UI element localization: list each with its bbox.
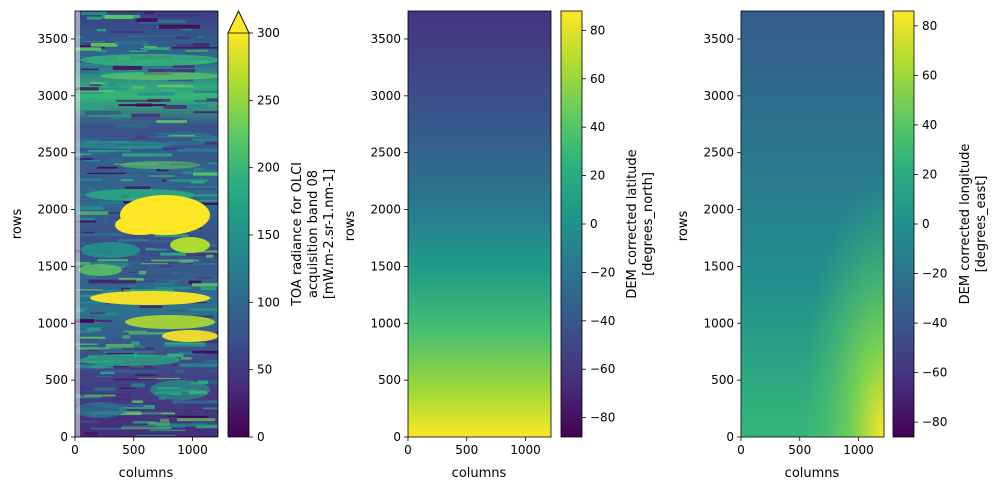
colorbar-tick-label: 0	[257, 430, 265, 444]
colorbar-tick-label: 80	[590, 23, 605, 37]
colorbar-tick-label: 250	[257, 93, 280, 107]
y-tick-label: 500	[45, 373, 68, 387]
longitude-colorbar-label-1: DEM corrected longitude	[958, 144, 973, 305]
x-tick-label: 0	[404, 443, 412, 457]
colorbar-tick-label: −20	[922, 267, 947, 281]
y-tick-label: 500	[711, 373, 734, 387]
y-tick-label: 1500	[370, 259, 401, 273]
longitude-ylabel: rows	[676, 211, 691, 242]
colorbar-tick-label: 150	[257, 228, 280, 242]
colorbar-tick-label: 40	[590, 120, 605, 134]
x-tick-label: 1000	[843, 443, 874, 457]
colorbar-tick-label: 20	[922, 167, 937, 181]
colorbar-tick-label: 0	[590, 217, 598, 231]
colorbar-tick-label: 80	[922, 19, 937, 33]
panel-latitude: 0 500 1000 0 500 1000 1500 2000 2500 3000 3500 col…	[343, 10, 656, 481]
y-tick-label: 0	[393, 430, 401, 444]
radiance-axes: 0 500 1000 0 500 1000 1500 2000 2500 3000 3500	[37, 32, 207, 457]
y-tick-label: 2000	[703, 203, 734, 217]
y-tick-label: 3000	[703, 89, 734, 103]
latitude-ylabel: rows	[343, 211, 358, 242]
colorbar-tick-label: −60	[922, 366, 947, 380]
longitude-image	[741, 11, 884, 437]
colorbar-tick-label: −60	[590, 362, 615, 376]
radiance-colorbar: 0 50 100 150 200 250 300 TOA radiance for OLCI…	[227, 10, 337, 444]
y-tick-label: 1000	[703, 316, 734, 330]
y-tick-label: 3500	[703, 32, 734, 46]
longitude-xlabel: columns	[785, 466, 840, 481]
x-tick-label: 500	[122, 443, 145, 457]
x-tick-label: 0	[737, 443, 745, 457]
radiance-xlabel: columns	[119, 466, 174, 481]
latitude-colorbar-label-1: DEM corrected latitude	[625, 149, 640, 298]
x-tick-label: 500	[788, 443, 811, 457]
y-tick-label: 1000	[37, 316, 68, 330]
latitude-colorbar: −80 −60 −40 −20 0 20 40 60 80 DEM corrected lati…	[560, 10, 656, 438]
longitude-axes: 0 500 1000 0 500 1000 1500 2000 2500 3000 3500	[703, 32, 873, 457]
colorbar-tick-label: 300	[257, 26, 280, 40]
y-tick-label: 0	[60, 430, 68, 444]
y-tick-label: 2000	[370, 203, 401, 217]
x-tick-label: 1000	[510, 443, 541, 457]
x-tick-label: 0	[71, 443, 79, 457]
colorbar-tick-label: −80	[922, 415, 947, 429]
y-tick-label: 2000	[37, 203, 68, 217]
y-tick-label: 1000	[370, 316, 401, 330]
x-tick-label: 500	[455, 443, 478, 457]
y-tick-label: 0	[726, 430, 734, 444]
y-tick-label: 1500	[37, 259, 68, 273]
latitude-axes: 0 500 1000 0 500 1000 1500 2000 2500 3000 3500	[370, 32, 540, 457]
y-tick-label: 1500	[703, 259, 734, 273]
y-tick-label: 2500	[370, 146, 401, 160]
latitude-xlabel: columns	[452, 466, 507, 481]
colorbar-tick-label: 50	[257, 363, 272, 377]
colorbar-tick-label: 20	[590, 169, 605, 183]
colorbar-tick-label: −40	[922, 316, 947, 330]
y-tick-label: 2500	[703, 146, 734, 160]
colorbar-tick-label: −40	[590, 314, 615, 328]
latitude-image	[408, 11, 551, 437]
radiance-colorbar-label-2: acquisition band 08	[306, 170, 321, 298]
radiance-ylabel: rows	[10, 209, 25, 240]
radiance-colorbar-label-3: [mW.m-2.sr-1.nm-1]	[322, 169, 337, 299]
longitude-colorbar-label-2: [degrees_east]	[974, 176, 989, 273]
y-tick-label: 3000	[37, 89, 68, 103]
radiance-colorbar-label-1: TOA radiance for OLCI	[290, 162, 305, 307]
colorbar-tick-label: 200	[257, 161, 280, 175]
colorbar-tick-label: −80	[590, 411, 615, 425]
colorbar-tick-label: 40	[922, 118, 937, 132]
longitude-colorbar: −80 −60 −40 −20 0 20 40 60 80 DEM corrected long…	[892, 10, 989, 438]
panel-longitude: 0 500 1000 0 500 1000 1500 2000 2500 3000 3500 col…	[676, 10, 989, 481]
colorbar-tick-label: 0	[922, 217, 930, 231]
colorbar-tick-label: 100	[257, 295, 280, 309]
y-tick-label: 500	[378, 373, 401, 387]
colorbar-tick-label: −20	[590, 265, 615, 279]
y-tick-label: 3000	[370, 89, 401, 103]
y-tick-label: 3500	[370, 32, 401, 46]
colorbar-tick-label: 60	[922, 68, 937, 82]
y-tick-label: 3500	[37, 32, 68, 46]
y-tick-label: 2500	[37, 146, 68, 160]
radiance-image	[75, 11, 218, 437]
x-tick-label: 1000	[177, 443, 208, 457]
colorbar-tick-label: 60	[590, 72, 605, 86]
latitude-colorbar-label-2: [degrees_north]	[641, 172, 656, 276]
